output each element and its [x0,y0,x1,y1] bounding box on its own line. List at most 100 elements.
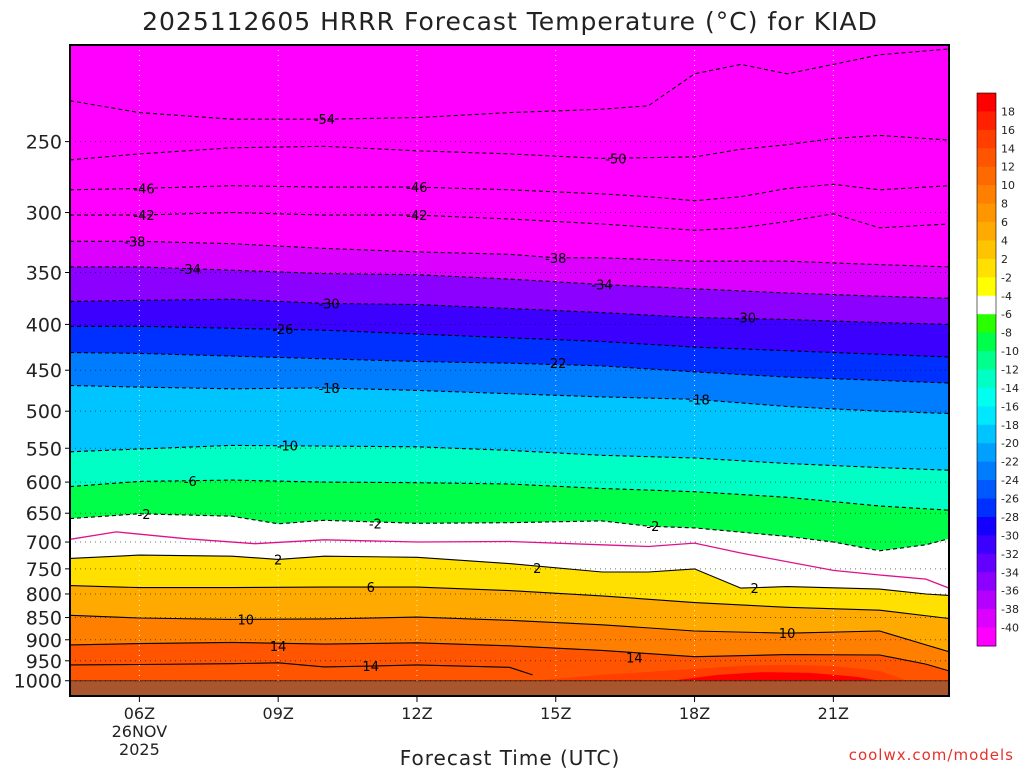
contour-label: 14 [362,660,379,675]
contour-label: 6 [367,581,375,596]
contour-label: -2 [646,520,659,535]
contour-label: -10 [277,439,298,454]
colorbar-label: -40 [1001,622,1019,635]
y-tick-label: 550 [26,438,62,460]
y-tick-label: 500 [26,401,62,423]
colorbar-swatch [977,166,996,186]
contour-label: -38 [124,235,145,250]
colorbar-swatch [977,498,996,518]
chart-title: 2025112605 HRRR Forecast Temperature (°C… [142,7,878,36]
y-tick-label: 300 [26,203,62,225]
contour-line [70,641,949,672]
colorbar-swatch [977,369,996,389]
colorbar-label: -12 [1001,364,1019,377]
colorbar-label: 2 [1001,253,1008,266]
contour-line [70,662,533,676]
colorbar-label: -18 [1001,419,1019,432]
colorbar-swatch [977,129,996,149]
contour-label: 14 [626,652,643,667]
contour-label: -38 [545,252,566,267]
colorbar-swatch [977,277,996,297]
colorbar-swatch [977,314,996,334]
ground-fill [70,680,949,696]
colorbar-label: 14 [1001,142,1015,155]
colorbar-swatch [977,590,996,610]
colorbar-swatch [977,627,996,647]
colorbar-swatch [977,516,996,536]
contour-label: -26 [272,323,293,338]
colorbar-label: 18 [1001,105,1015,118]
contour-label: -18 [318,382,339,397]
y-tick-label: 250 [26,132,62,154]
y-tick-label: 450 [26,360,62,382]
contour-line [70,513,949,552]
colorbar-swatch [977,609,996,629]
contour-line [70,531,949,589]
colorbar-label: -38 [1001,603,1019,616]
colorbar-label: 16 [1001,124,1015,137]
colorbar-swatch [977,258,996,278]
contour-line [70,183,949,202]
colorbar-swatch [977,424,996,444]
colorbar-label: 10 [1001,179,1015,192]
contour-label: -50 [605,152,626,167]
contour-line [70,240,949,268]
y-tick-label: 800 [26,584,62,606]
contour-label: -22 [545,357,566,372]
y-tick-label: 350 [26,262,62,284]
colorbar-label: -20 [1001,437,1019,450]
contour-label: 2 [274,553,282,568]
colorbar: 18 16 14 12 10 8 6 4 2 -2 -4 -6 -8 -10 -12 -14 -16 -18 -20… [976,92,1019,647]
colorbar-label: -34 [1001,566,1019,579]
y-tick-label: 700 [26,532,62,554]
contour-label: 10 [779,627,796,642]
colorbar-label: -32 [1001,548,1019,561]
colorbar-label: 6 [1001,216,1008,229]
contour-label: -30 [318,297,339,312]
contour-label: -46 [133,182,154,197]
contour-label: 2 [751,582,759,597]
contour-line [70,211,949,231]
colorbar-swatch [977,443,996,463]
contour-label: -54 [314,113,335,128]
colorbar-label: 12 [1001,161,1015,174]
contour-label: -2 [369,517,382,532]
contour-label: -30 [735,312,756,327]
x-tick-label: 18Z [679,704,710,723]
x-tick-label: 06Z [124,704,155,723]
colorbar-label: -30 [1001,529,1019,542]
colorbar-label: -2 [1001,271,1012,284]
contour-line [70,585,949,620]
colorbar-label: -16 [1001,400,1019,413]
contour-label: -34 [591,279,612,294]
colorbar-label: -10 [1001,345,1019,358]
y-tick-label: 950 [26,651,62,673]
colorbar-label: -22 [1001,456,1019,469]
contour-label: -18 [689,393,710,408]
colorbar-swatch [977,406,996,426]
colorbar-frame [976,92,997,647]
colorbar-swatch [977,572,996,592]
y-tick-label: 850 [26,608,62,630]
colorbar-swatch [977,332,996,352]
colorbar-label: -6 [1001,308,1012,321]
colorbar-swatch [977,351,996,370]
colorbar-swatch [977,240,996,260]
x-axis-title: Forecast Time (UTC) [400,746,621,768]
colorbar-swatch [977,535,996,555]
x-tick-sublabel: 2025 [119,740,160,759]
contour-line [70,554,949,596]
colorbar-label: -4 [1001,290,1012,303]
x-tick-sublabel: 26NOV [112,722,168,741]
y-tick-label: 650 [26,503,62,525]
colorbar-label: -8 [1001,327,1012,340]
y-axis: 2503003504004505005506006507007508008509… [14,132,70,693]
contour-label: -34 [180,263,201,278]
colorbar-swatch [977,461,996,481]
contour-label: -42 [406,209,427,224]
colorbar-label: -24 [1001,474,1019,487]
colorbar-label: -36 [1001,585,1019,598]
x-tick-label: 15Z [540,704,571,723]
